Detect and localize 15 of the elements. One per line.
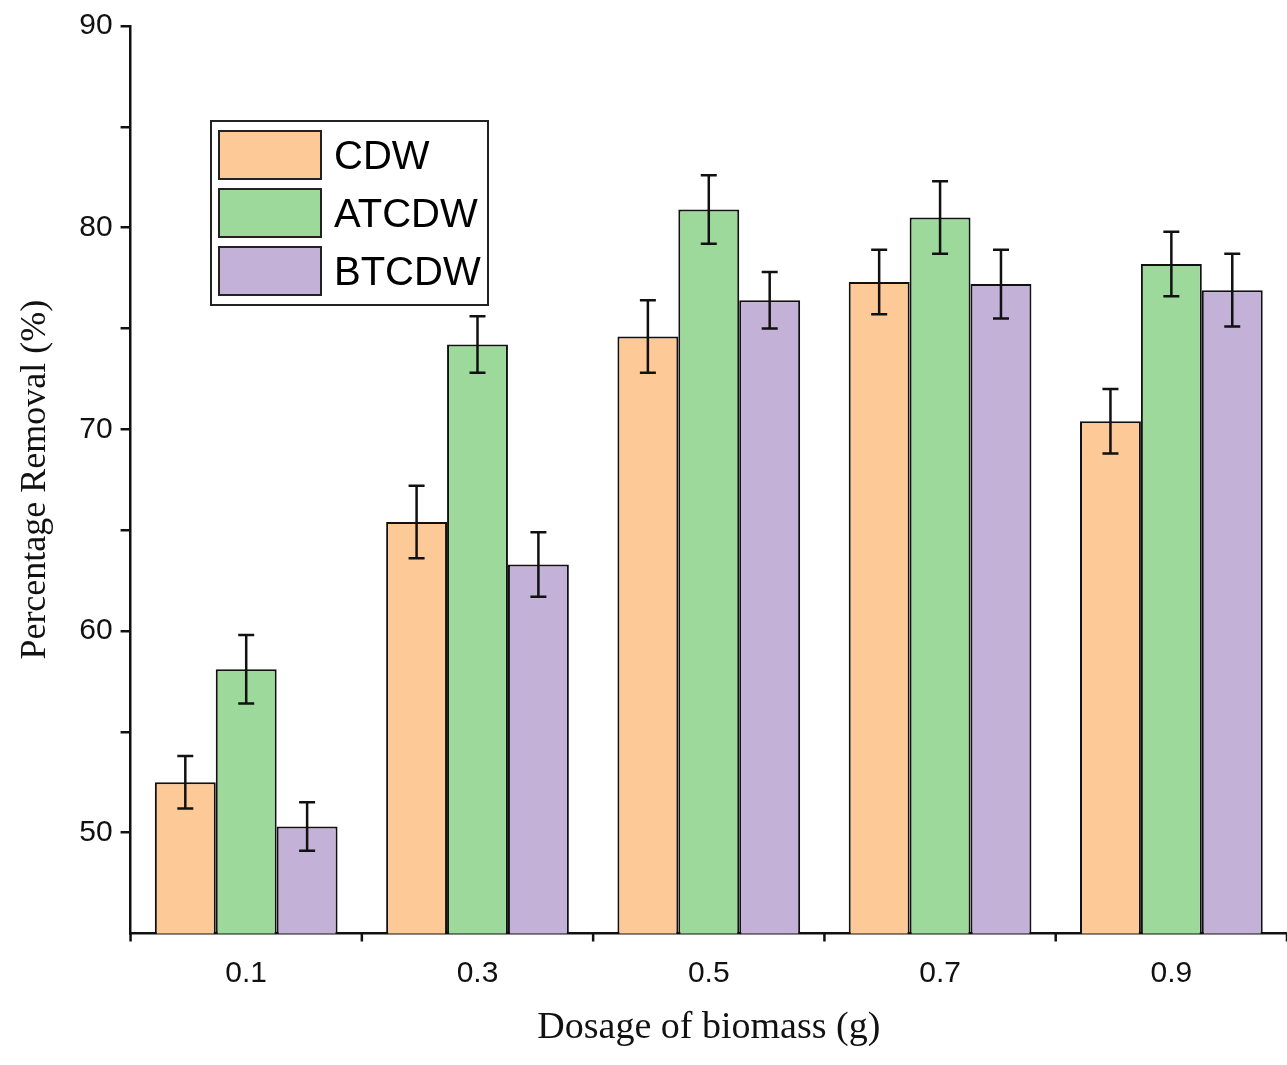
x-axis-title: Dosage of biomass (g) [537,1004,881,1048]
x-tick-label: 0.5 [687,954,730,988]
y-axis-title: Percentage Removal (%) [13,299,54,660]
legend-label: ATCDW [334,190,478,236]
legend-label: CDW [334,132,430,178]
x-tick-label: 0.1 [225,954,268,988]
y-tick-label: 70 [79,410,113,444]
y-tick-label: 60 [79,612,113,646]
x-tick-label: 0.7 [919,954,961,988]
y-tick-label: 80 [79,208,113,242]
x-tick-label: 0.3 [456,954,499,988]
legend-label: BTCDW [334,248,481,294]
y-tick-label: 90 [79,7,113,41]
y-tick-label: 50 [79,813,113,847]
x-tick-label: 0.9 [1150,954,1193,988]
